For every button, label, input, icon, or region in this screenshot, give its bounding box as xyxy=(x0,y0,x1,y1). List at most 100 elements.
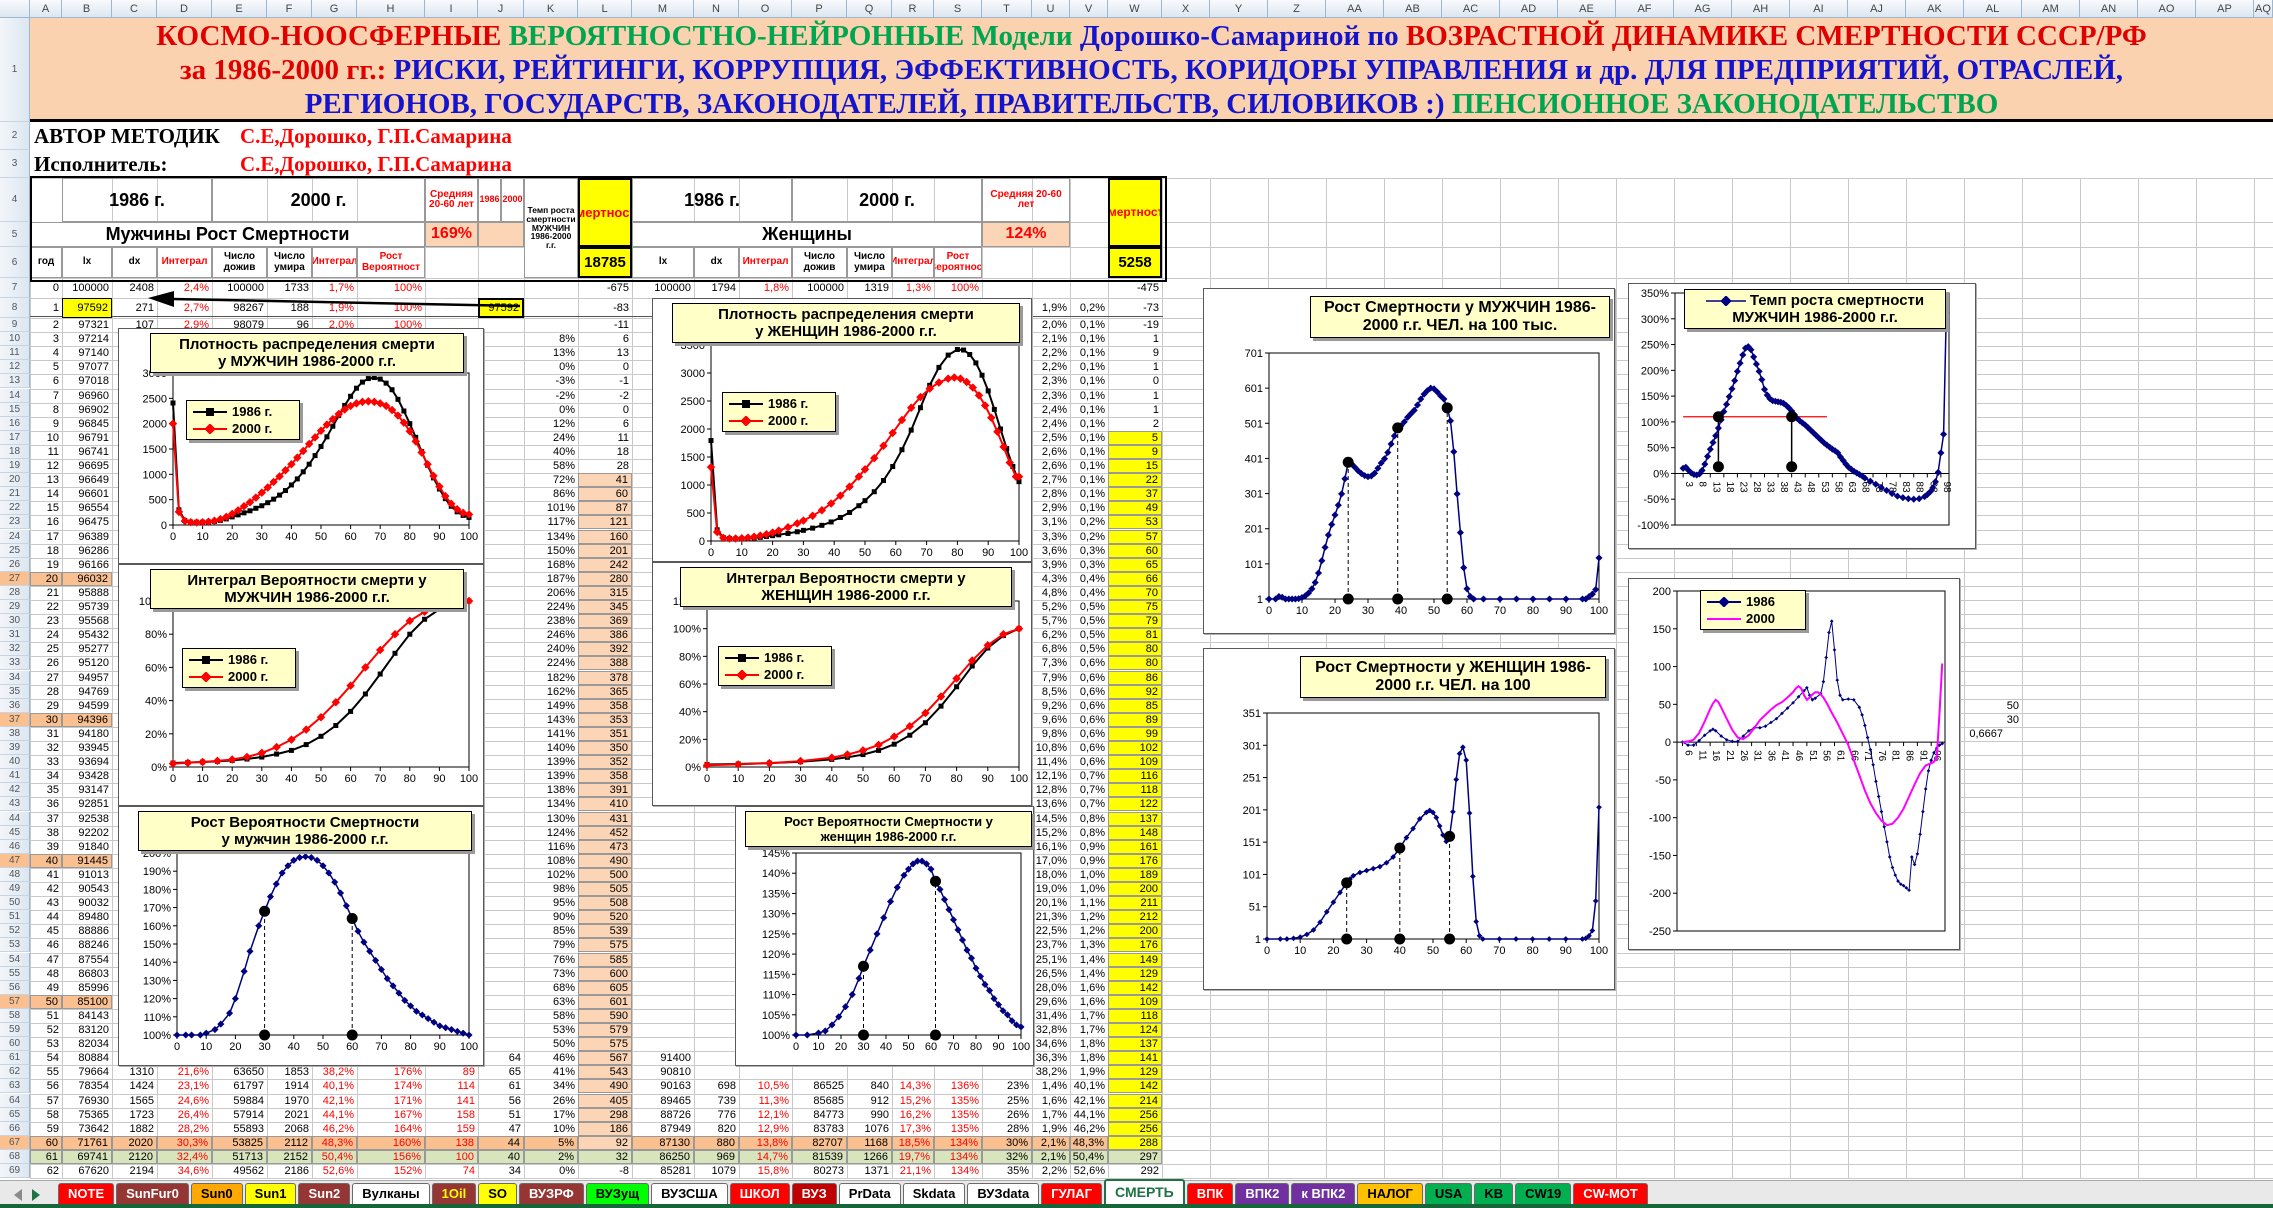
row-header-49[interactable]: 49 xyxy=(0,882,30,897)
sheet-tab-ШКОЛ[interactable]: ШКОЛ xyxy=(729,1183,790,1205)
column-header-S[interactable]: S xyxy=(934,0,982,18)
sheet-tab-KB[interactable]: KB xyxy=(1474,1183,1514,1205)
row-header-9[interactable]: 9 xyxy=(0,318,30,333)
column-header-C[interactable]: C xyxy=(112,0,157,18)
row-header-30[interactable]: 30 xyxy=(0,614,30,629)
row-header-33[interactable]: 33 xyxy=(0,656,30,671)
sheet-tab-Sun2[interactable]: Sun2 xyxy=(298,1183,351,1205)
row-header-58[interactable]: 58 xyxy=(0,1008,30,1023)
row-header-29[interactable]: 29 xyxy=(0,600,30,615)
row-header-41[interactable]: 41 xyxy=(0,769,30,784)
sheet-tab-ВУЗРФ[interactable]: ВУЗРФ xyxy=(519,1183,584,1205)
column-header-W[interactable]: W xyxy=(1108,0,1162,18)
row-header-28[interactable]: 28 xyxy=(0,585,30,600)
row-header-69[interactable]: 69 xyxy=(0,1164,30,1179)
sheet-tab-ВУЗСША[interactable]: ВУЗСША xyxy=(651,1183,728,1205)
row-header-50[interactable]: 50 xyxy=(0,896,30,911)
row-header-45[interactable]: 45 xyxy=(0,825,30,840)
row-header-48[interactable]: 48 xyxy=(0,867,30,882)
sheet-tab-Skdata[interactable]: Skdata xyxy=(902,1183,966,1205)
row-header-67[interactable]: 67 xyxy=(0,1135,30,1150)
sheet-tab-CW-MOT[interactable]: CW-MOT xyxy=(1573,1183,1648,1205)
select-all-corner[interactable] xyxy=(0,0,30,18)
row-header-59[interactable]: 59 xyxy=(0,1023,30,1038)
row-header-1[interactable]: 1 xyxy=(0,18,30,122)
row-header-25[interactable]: 25 xyxy=(0,543,30,558)
sheet-tab-USA[interactable]: USA xyxy=(1424,1183,1473,1205)
sheet-tab-СМЕРТЬ[interactable]: СМЕРТЬ xyxy=(1104,1179,1185,1205)
row-header-10[interactable]: 10 xyxy=(0,332,30,347)
row-header-12[interactable]: 12 xyxy=(0,360,30,375)
column-header-O[interactable]: O xyxy=(739,0,792,18)
column-header-E[interactable]: E xyxy=(212,0,267,18)
row-header-24[interactable]: 24 xyxy=(0,529,30,544)
column-header-AO[interactable]: AO xyxy=(2138,0,2196,18)
sheet-tab-ВУЗdata[interactable]: ВУЗdata xyxy=(967,1183,1040,1205)
column-header-AA[interactable]: AA xyxy=(1326,0,1384,18)
row-header-64[interactable]: 64 xyxy=(0,1093,30,1108)
row-header-51[interactable]: 51 xyxy=(0,910,30,925)
row-header-47[interactable]: 47 xyxy=(0,853,30,868)
column-header-AE[interactable]: AE xyxy=(1558,0,1616,18)
column-header-AD[interactable]: AD xyxy=(1500,0,1558,18)
column-header-L[interactable]: L xyxy=(578,0,632,18)
row-header-53[interactable]: 53 xyxy=(0,938,30,953)
column-header-Q[interactable]: Q xyxy=(847,0,892,18)
row-header-68[interactable]: 68 xyxy=(0,1149,30,1164)
column-header-AH[interactable]: AH xyxy=(1732,0,1790,18)
row-header-65[interactable]: 65 xyxy=(0,1107,30,1122)
row-header-14[interactable]: 14 xyxy=(0,388,30,403)
row-header-39[interactable]: 39 xyxy=(0,741,30,756)
row-header-17[interactable]: 17 xyxy=(0,430,30,445)
row-header-7[interactable]: 7 xyxy=(0,278,30,298)
row-header-21[interactable]: 21 xyxy=(0,487,30,502)
sheet-tab-Sun1[interactable]: Sun1 xyxy=(244,1183,297,1205)
row-header-4[interactable]: 4 xyxy=(0,178,30,222)
column-header-D[interactable]: D xyxy=(157,0,212,18)
column-header-AQ[interactable]: AQ xyxy=(2254,0,2273,18)
row-header-46[interactable]: 46 xyxy=(0,839,30,854)
sheet-tab-1Oil[interactable]: 1Oil xyxy=(431,1183,477,1205)
row-header-19[interactable]: 19 xyxy=(0,459,30,474)
row-header-8[interactable]: 8 xyxy=(0,298,30,318)
column-header-AP[interactable]: AP xyxy=(2196,0,2254,18)
sheet-tab-NOTE[interactable]: NOTE xyxy=(58,1183,115,1205)
sheet-tab-Sun0[interactable]: Sun0 xyxy=(190,1183,243,1205)
sheet-tab-ВУЗущ[interactable]: ВУЗущ xyxy=(585,1183,650,1205)
row-header-44[interactable]: 44 xyxy=(0,811,30,826)
row-header-31[interactable]: 31 xyxy=(0,628,30,643)
row-header-16[interactable]: 16 xyxy=(0,416,30,431)
selected-cell[interactable]: 97592 xyxy=(478,298,524,318)
row-header-56[interactable]: 56 xyxy=(0,980,30,995)
column-header-AI[interactable]: AI xyxy=(1790,0,1848,18)
row-header-43[interactable]: 43 xyxy=(0,797,30,812)
sheet-tab-SO[interactable]: SO xyxy=(478,1183,518,1205)
column-header-AL[interactable]: AL xyxy=(1964,0,2022,18)
row-header-34[interactable]: 34 xyxy=(0,670,30,685)
row-header-11[interactable]: 11 xyxy=(0,346,30,361)
column-header-Z[interactable]: Z xyxy=(1268,0,1326,18)
column-header-T[interactable]: T xyxy=(982,0,1032,18)
sheet-tab-CW19[interactable]: CW19 xyxy=(1515,1183,1572,1205)
row-header-15[interactable]: 15 xyxy=(0,402,30,417)
column-header-AJ[interactable]: AJ xyxy=(1848,0,1906,18)
row-header-52[interactable]: 52 xyxy=(0,924,30,939)
column-header-AG[interactable]: AG xyxy=(1674,0,1732,18)
row-header-66[interactable]: 66 xyxy=(0,1121,30,1136)
sheet-tab-PrData[interactable]: PrData xyxy=(838,1183,901,1205)
row-header-27[interactable]: 27 xyxy=(0,571,30,586)
row-header-36[interactable]: 36 xyxy=(0,698,30,713)
row-header-2[interactable]: 2 xyxy=(0,122,30,150)
column-header-J[interactable]: J xyxy=(478,0,524,18)
column-header-AC[interactable]: AC xyxy=(1442,0,1500,18)
column-header-U[interactable]: U xyxy=(1032,0,1070,18)
sheet-tab-ВУЗ[interactable]: ВУЗ xyxy=(791,1183,837,1205)
column-header-X[interactable]: X xyxy=(1162,0,1210,18)
sheet-tab-ГУЛАГ[interactable]: ГУЛАГ xyxy=(1041,1183,1103,1205)
sheet-tab-Вулканы[interactable]: Вулканы xyxy=(352,1183,430,1205)
sheet-tab-ВПК[interactable]: ВПК xyxy=(1186,1183,1234,1205)
tab-scroll-right-icon[interactable] xyxy=(32,1189,40,1201)
row-header-62[interactable]: 62 xyxy=(0,1065,30,1080)
sheet-tab-ВПК2[interactable]: ВПК2 xyxy=(1235,1183,1290,1205)
row-header-61[interactable]: 61 xyxy=(0,1051,30,1066)
